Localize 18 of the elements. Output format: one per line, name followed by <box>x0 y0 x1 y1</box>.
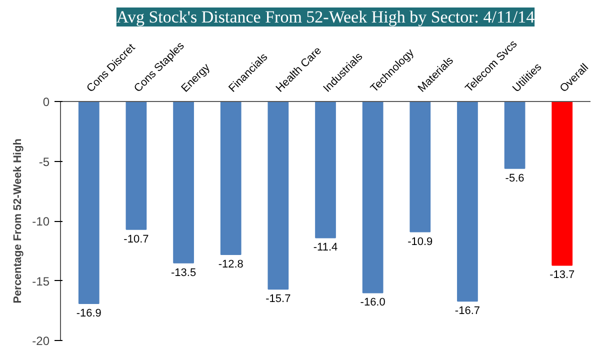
y-tick-label: -20 <box>32 334 50 348</box>
data-label: -10.7 <box>124 233 149 246</box>
data-label: -13.7 <box>550 269 575 282</box>
y-tick-label: -15 <box>32 274 50 288</box>
y-axis-title: Percentage From 52-Week High <box>12 138 24 304</box>
y-tick-label: -10 <box>32 214 50 228</box>
data-label: -10.9 <box>408 236 433 248</box>
data-label: -16.9 <box>76 307 102 320</box>
data-label: -13.5 <box>171 266 196 279</box>
data-label: -16.7 <box>454 305 480 318</box>
y-tick-label: 0 <box>42 95 50 109</box>
data-label: -5.6 <box>505 172 524 184</box>
data-label: -11.4 <box>313 242 338 254</box>
data-label: -12.8 <box>218 258 244 270</box>
y-tick-label: -5 <box>38 154 50 169</box>
data-label: -15.7 <box>266 293 291 306</box>
chart-title: Avg Stock's Distance From 52-Week High by Sector: 4/11/14 <box>116 8 536 26</box>
data-label: -16.0 <box>360 296 386 309</box>
